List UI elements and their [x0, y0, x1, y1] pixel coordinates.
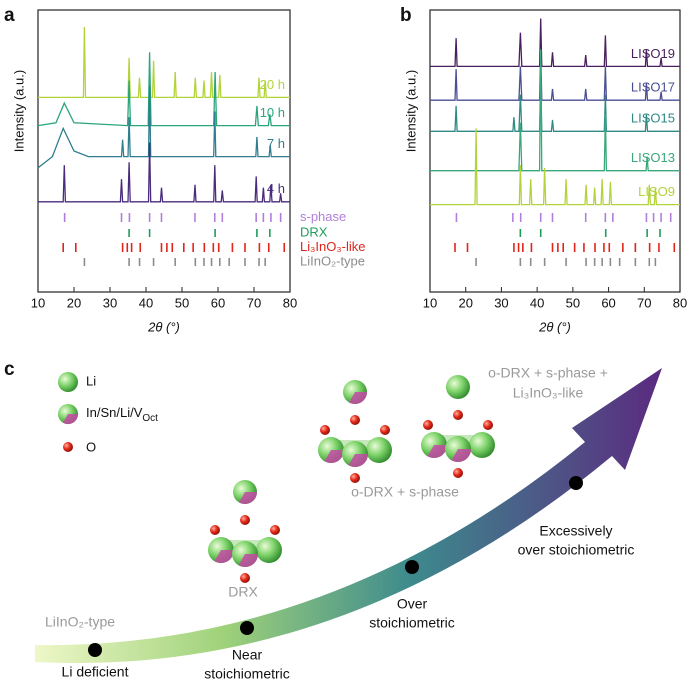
stage-point	[240, 621, 254, 635]
oxygen-atom	[320, 425, 330, 435]
reference-label: LiInO₂-type	[300, 253, 365, 268]
phase-label: LiInO₂-type	[45, 614, 115, 630]
oxygen-atom	[423, 420, 433, 430]
x-axis-label: 2θ (°)	[538, 319, 571, 334]
panel-label: c	[4, 359, 15, 380]
xrd-pattern	[430, 49, 680, 172]
x-tick-label: 80	[673, 295, 687, 310]
oxygen-atom	[270, 525, 280, 535]
x-tick-label: 50	[566, 295, 580, 310]
atom-wedge	[349, 392, 368, 405]
legend-label-sub: Oct	[142, 413, 158, 424]
atom	[256, 537, 282, 563]
series-label: LISO13	[631, 150, 675, 165]
xrd-pattern	[38, 26, 290, 99]
x-tick-label: 40	[139, 295, 153, 310]
legend-label-main: In/Sn/Li/V	[86, 405, 143, 420]
oxygen-atom	[350, 415, 360, 425]
stage-label: Excessively	[539, 523, 612, 539]
stage-label: Near	[232, 647, 263, 663]
stage-label: Li deficient	[62, 664, 129, 680]
panel-label: b	[400, 5, 412, 26]
xrd-pattern	[430, 128, 680, 206]
series-label: LISO19	[631, 46, 675, 61]
reference-label: DRX	[300, 224, 328, 239]
x-tick-label: 10	[31, 295, 45, 310]
x-tick-label: 30	[494, 295, 508, 310]
plot-frame	[37, 9, 291, 293]
phase-label: DRX	[228, 584, 258, 600]
reference-label: s-phase	[300, 209, 346, 224]
series-label: 7 h	[267, 136, 285, 151]
xrd-pattern	[430, 18, 680, 68]
atom-wedge	[239, 492, 258, 505]
series-label: LISO15	[631, 111, 675, 126]
series-label: 4 h	[267, 181, 285, 196]
atom	[58, 372, 78, 392]
atom-wedge	[427, 445, 448, 459]
x-tick-label: 10	[423, 295, 437, 310]
y-axis-label: Intensity (a.u.)	[11, 70, 26, 152]
oxygen-atom	[380, 425, 390, 435]
plot-frame	[429, 9, 681, 293]
x-tick-label: 70	[247, 295, 261, 310]
atom-wedge	[451, 449, 472, 463]
atom	[446, 375, 470, 399]
series-label: 20 h	[260, 77, 285, 92]
stage-label: stoichiometric	[204, 666, 290, 682]
stage-label: Over	[397, 596, 428, 612]
panel-label: a	[4, 5, 15, 26]
y-axis-label: Intensity (a.u.)	[403, 70, 418, 152]
series-label: 10 h	[260, 105, 285, 120]
reference-label: Li₃InO₃-like	[300, 239, 366, 254]
legend-label: Li	[86, 373, 96, 388]
oxygen-atom	[240, 515, 250, 525]
xrd-pattern	[38, 142, 290, 203]
series-label: LISO9	[638, 184, 675, 199]
series-label: LISO17	[631, 80, 675, 95]
atom	[366, 437, 392, 463]
x-tick-label: 30	[103, 295, 117, 310]
x-tick-label: 60	[211, 295, 225, 310]
xrd-pattern	[430, 49, 680, 101]
xrd-pattern	[37, 86, 290, 169]
phase-label: o-DRX + s-phase	[351, 484, 459, 500]
x-tick-label: 70	[637, 295, 651, 310]
legend-label: In/Sn/Li/VOct	[86, 405, 158, 423]
x-tick-label: 20	[67, 295, 81, 310]
stage-point	[569, 476, 583, 490]
stage-label: over stoichiometric	[518, 542, 635, 558]
atom-wedge	[63, 414, 79, 425]
x-tick-label: 80	[283, 295, 297, 310]
stage-point	[405, 560, 419, 574]
atom	[469, 432, 495, 458]
x-tick-label: 40	[530, 295, 544, 310]
xrd-pattern	[37, 52, 290, 127]
atom-wedge	[324, 450, 345, 464]
stage-point	[88, 643, 102, 657]
oxygen-atom	[453, 468, 463, 478]
oxygen-atom	[210, 525, 220, 535]
x-axis-label: 2θ (°)	[147, 319, 180, 334]
x-tick-label: 20	[458, 295, 472, 310]
x-tick-label: 50	[175, 295, 189, 310]
phase-label: o-DRX + s-phase +	[488, 365, 608, 381]
atom-wedge	[348, 454, 369, 468]
oxygen-atom	[240, 573, 250, 583]
legend-label: O	[86, 439, 96, 454]
oxygen-atom	[63, 442, 73, 452]
x-tick-label: 60	[601, 295, 615, 310]
phase-label: Li₃InO₃-like	[513, 385, 584, 401]
oxygen-atom	[483, 420, 493, 430]
stage-label: stoichiometric	[369, 615, 455, 631]
oxygen-atom	[350, 473, 360, 483]
oxygen-atom	[453, 410, 463, 420]
progress-arrow	[35, 368, 662, 664]
atom-wedge	[238, 554, 259, 568]
atom-wedge	[214, 550, 235, 564]
